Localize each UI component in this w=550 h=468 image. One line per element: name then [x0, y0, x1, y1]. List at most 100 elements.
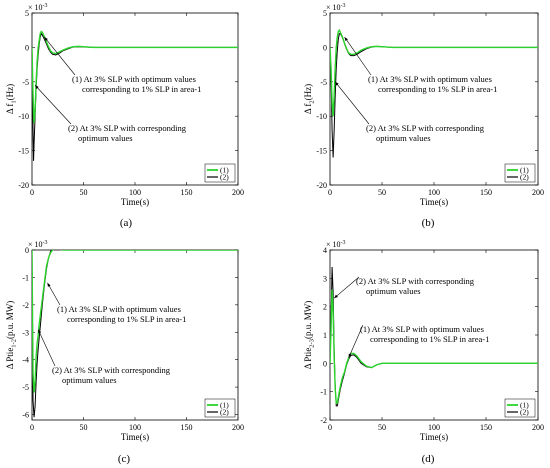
annotation-text: (1) At 3% SLP with optimum values corresp…	[360, 324, 489, 344]
y-tick-label: 2	[323, 303, 327, 312]
x-tick-label: 0	[30, 188, 34, 197]
axis-exponent-label: × 10-3	[28, 3, 48, 12]
annotation-arrowhead	[35, 85, 39, 90]
x-tick-label: 150	[480, 188, 492, 197]
plot-frame	[329, 12, 539, 186]
x-tick-label: 100	[428, 188, 440, 197]
x-tick-label: 200	[532, 188, 544, 197]
y-tick-label: -10	[18, 112, 29, 121]
y-tick-label: -20	[316, 181, 327, 190]
annotation-arrow	[44, 36, 76, 76]
annotation-arrow	[334, 81, 370, 125]
annotation-arrow	[47, 282, 61, 306]
y-tick-label: 3	[323, 274, 327, 283]
y-tick-label: 4	[323, 246, 327, 255]
y-tick-label: -4	[22, 356, 29, 365]
y-tick-label: -3	[22, 328, 29, 337]
series-line-1	[32, 30, 238, 124]
annotation-arrow	[344, 36, 372, 76]
x-tick-label: 50	[80, 423, 88, 432]
plot-frame	[31, 249, 239, 421]
x-tick-label: 50	[80, 188, 88, 197]
y-tick-label: -10	[316, 112, 327, 121]
x-axis-label: Time(s)	[121, 197, 149, 207]
x-tick-label: 150	[181, 423, 193, 432]
y-tick-label: -5	[320, 78, 327, 87]
y-tick-label: -1	[22, 273, 29, 282]
y-axis-label: Δ f2(Hz)	[303, 84, 316, 114]
annotation-text: (2) At 3% SLP with corresponding optimum …	[52, 365, 171, 385]
legend-label-1: (1)	[220, 401, 229, 410]
annotation-text: (1) At 3% SLP with optimum values corresp…	[72, 74, 201, 94]
x-tick-label: 0	[328, 423, 332, 432]
annotation-text: (1) At 3% SLP with optimum values corresp…	[368, 74, 497, 94]
x-tick-label: 150	[181, 188, 193, 197]
legend-label-2: (2)	[220, 173, 229, 182]
annotation-arrowhead	[334, 294, 338, 299]
annotation-arrow	[348, 324, 364, 358]
legend-label-2: (2)	[520, 408, 529, 417]
x-axis-label: Time(s)	[420, 197, 448, 207]
panel-label: (c)	[118, 453, 131, 465]
y-tick-label: 0	[323, 359, 327, 368]
y-tick-label: -5	[22, 383, 29, 392]
series-line-1	[330, 289, 538, 404]
legend-label-1: (1)	[520, 166, 529, 175]
plot-frame	[31, 12, 239, 186]
y-tick-label: -15	[18, 147, 29, 156]
x-tick-label: 100	[129, 188, 141, 197]
annotation-arrowhead	[38, 329, 42, 334]
annotation-arrowhead	[47, 282, 51, 287]
y-tick-label: -1	[320, 388, 327, 397]
annotation-arrow	[333, 276, 360, 299]
annotation-text: (2) At 3% SLP with corresponding optimum …	[366, 123, 485, 143]
x-tick-label: 150	[480, 423, 492, 432]
x-axis-label: Time(s)	[121, 432, 149, 442]
y-tick-label: 5	[323, 9, 327, 18]
panel-label: (d)	[422, 453, 435, 465]
x-tick-label: 200	[532, 423, 544, 432]
y-tick-label: 0	[323, 43, 327, 52]
x-tick-label: 50	[378, 423, 386, 432]
y-tick-label: 0	[25, 246, 29, 255]
annotation-text: (2) At 3% SLP with corresponding optimum …	[68, 123, 187, 143]
x-tick-label: 200	[232, 188, 244, 197]
y-tick-label: -20	[18, 181, 29, 190]
y-axis-label: Δ Ptie2-3(p.u. MW)	[303, 301, 316, 369]
series-line-1	[330, 28, 538, 117]
chart-panel-3: 0 50 100 150 200-6-5-4-3-2-10× 10-3Time(s)Δ …	[5, 240, 244, 465]
y-axis-label: Δ f1(Hz)	[5, 84, 18, 114]
y-tick-label: 0	[25, 43, 29, 52]
axis-exponent-label: × 10-3	[326, 240, 346, 249]
y-axis-label: Δ Ptie1-2(p.u. MW)	[5, 301, 18, 369]
annotation-arrow	[34, 85, 72, 125]
legend-label-1: (1)	[520, 401, 529, 410]
x-axis-label: Time(s)	[420, 432, 448, 442]
annotation-arrowhead	[44, 37, 48, 41]
annotation-text: (1) At 3% SLP with optimum values corresp…	[57, 304, 186, 324]
y-tick-label: -5	[22, 78, 29, 87]
x-tick-label: 0	[328, 188, 332, 197]
panel-label: (a)	[120, 217, 133, 229]
y-tick-label: -6	[22, 411, 29, 420]
x-tick-label: 0	[30, 423, 34, 432]
x-tick-label: 100	[129, 423, 141, 432]
y-tick-label: -2	[22, 301, 29, 310]
legend-label-1: (1)	[220, 166, 229, 175]
annotation-arrowhead	[348, 353, 352, 358]
x-tick-label: 100	[428, 423, 440, 432]
plot-frame	[329, 249, 539, 421]
chart-panel-4: 0 50 100 150 200 -2 -1 0 1 2 3 4× 10-3 Time(s) Δ Ptie…	[303, 240, 544, 465]
axis-exponent-label: × 10-3	[28, 240, 48, 249]
legend-label-2: (2)	[520, 173, 529, 182]
y-tick-label: 1	[323, 331, 327, 340]
annotation-arrow	[37, 329, 56, 367]
annotation-arrowhead	[344, 37, 348, 41]
chart-panel-1: 0 50 100 150 200 -20 -15 -10 -5 0 5× 10-3 Time(s) Δ …	[5, 3, 244, 229]
x-tick-label: 50	[378, 188, 386, 197]
panel-label: (b)	[422, 217, 435, 229]
legend-label-2: (2)	[220, 408, 229, 417]
chart-panel-2: 0 50 100 150 200 -20 -15 -10 -5 0 5× 10-3 Time(s) Δ …	[303, 3, 544, 229]
annotation-text: (2) At 3% SLP with corresponding optimum …	[356, 276, 475, 296]
